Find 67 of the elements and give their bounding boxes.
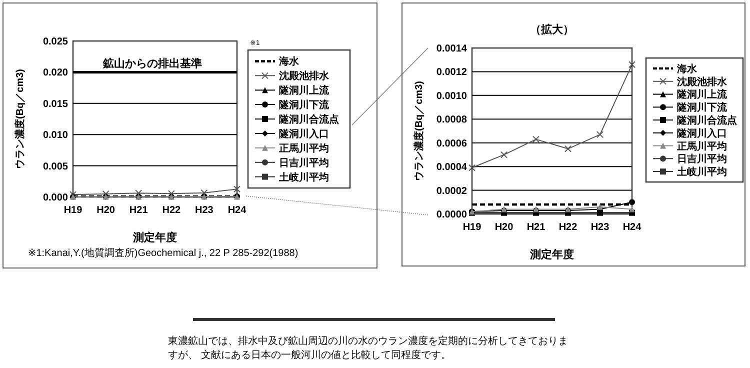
point [597,210,603,216]
point [597,204,603,210]
y-axis-title: ウラン濃度(Bq／cm3) [14,68,26,170]
x-tick-label: H19 [462,222,482,233]
point [628,61,636,68]
legend-label: 沈殿池排水 [278,70,330,82]
point [564,145,572,152]
legend-label: 正馬川平均 [676,140,727,152]
point [168,190,175,198]
text: ※1:Kanai,Y.(地質調査所)Geochemical j., 22 P 285-292(1988) [28,247,298,259]
legend-label: 隧洞川下流 [677,102,728,114]
point [629,206,635,212]
ref-line-label: 鉱山からの排出基準 [102,57,202,70]
legend-label: 土岐川平均 [278,171,329,184]
y-tick-label: 0.025 [42,36,68,48]
y-tick-label: 0.0004 [436,162,468,174]
legend-label: 隧洞川下流 [279,99,330,112]
y-tick-label: 0.0010 [436,90,468,102]
point [234,186,240,193]
x-tick-label: H21 [129,205,148,216]
text: 東濃鉱山では、排水中及び鉱山周辺の川の水のウラン濃度を定期的に分析してきておりますが、 文献にある日本の一般河川の値と比較して同程度です。 [168,335,568,361]
y-tick-label: 0.0000 [436,210,468,220]
y-tick-label: 0.020 [42,68,68,79]
legend-label: 正馬川平均 [278,142,329,154]
x-axis-title: 測定年度 [529,248,574,261]
x-tick-label: H20 [96,205,116,216]
y-tick-label: 0.0002 [436,186,468,197]
x-tick-label: H22 [162,205,182,216]
y-tick-label: 0.010 [42,130,68,142]
x-tick-label: H19 [64,205,83,216]
point [468,164,476,172]
y-tick-label: 0.015 [42,98,68,110]
x-tick-label: H22 [558,222,578,233]
x-tick-label: H24 [622,222,642,233]
legend-label: 日吉川平均 [677,153,727,166]
chart-title: （拡大） [530,23,574,36]
x-tick-label: H23 [195,205,214,216]
point [500,151,508,158]
x-tick-label: H21 [526,222,546,233]
y-tick-label: 0.0006 [436,138,468,150]
legend-label: 隧洞川合流点 [279,114,339,126]
y-tick-label: 0.0014 [436,44,468,54]
x-tick-label: H24 [228,205,247,216]
legend-label: 隧洞川合流点 [677,114,737,126]
legend-label: 隧洞川入口 [677,127,727,140]
x-axis-title: 測定年度 [132,231,177,244]
y-tick-label: 0.0012 [436,67,468,78]
point [532,136,540,143]
point [102,190,110,198]
legend-label: 土岐川平均 [676,166,727,178]
legend-label: 沈殿池排水 [676,76,728,88]
y-axis-title: ウラン濃度(Bq／cm3) [413,80,425,182]
y-tick-label: 0.0008 [436,114,468,126]
legend-label: 日吉川平均 [279,156,329,169]
point [596,131,604,138]
point [135,190,142,197]
x-tick-label: H20 [494,222,514,233]
legend-label: 隧洞川入口 [279,128,329,140]
legend-label: 海水 [278,56,300,68]
legend-label: 隧洞川上流 [279,84,330,97]
y-tick-label: 0.005 [42,161,68,172]
y-tick-label: 0.000 [42,192,68,204]
x-tick-label: H23 [590,222,610,233]
point [629,199,635,206]
point [200,189,208,196]
legend-label: 海水 [676,62,698,75]
legend-label: 隧洞川上流 [677,88,728,101]
